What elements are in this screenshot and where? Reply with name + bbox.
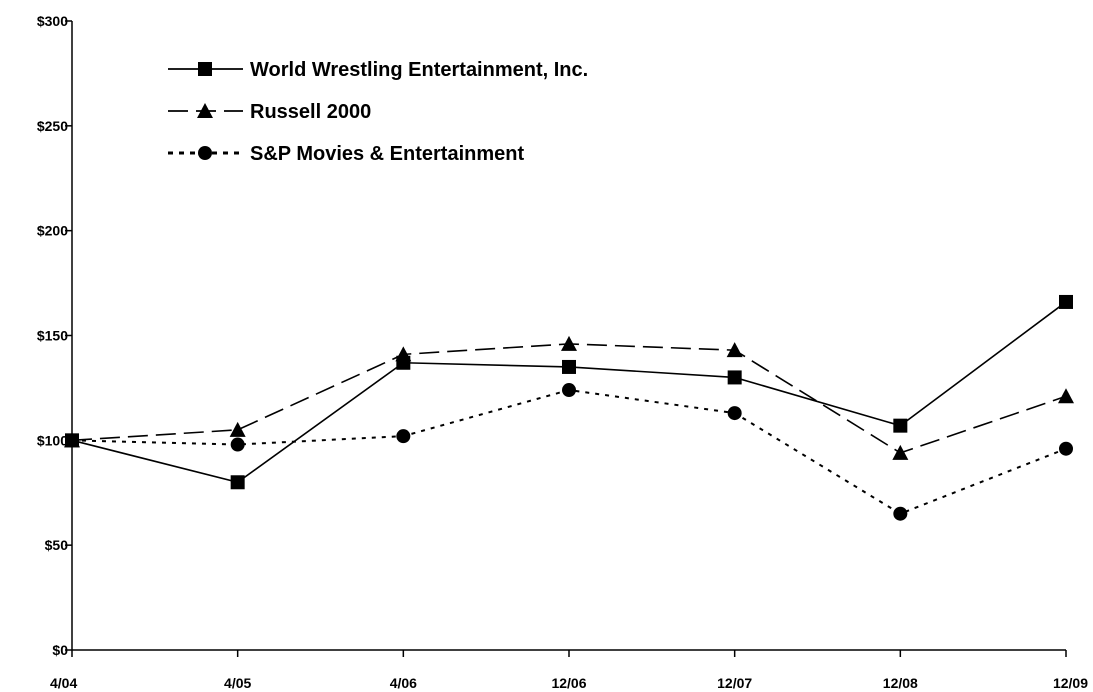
- x-tick-label: 12/09: [1053, 675, 1088, 691]
- data-point-triangle: [561, 335, 577, 351]
- x-tick-label: 12/07: [717, 675, 752, 691]
- data-point-triangle: [726, 342, 743, 358]
- data-point-square: [1059, 294, 1073, 309]
- legend-label: S&P Movies & Entertainment: [250, 143, 524, 165]
- x-tick-label: 4/05: [224, 675, 251, 691]
- series-triangle: [64, 335, 1074, 460]
- legend-item: World Wrestling Entertainment, Inc.: [168, 59, 588, 81]
- data-point-circle: [562, 383, 576, 398]
- data-point-triangle: [1058, 388, 1074, 404]
- y-tick-label: $200: [37, 223, 68, 239]
- data-point-circle: [396, 429, 411, 444]
- legend-label: Russell 2000: [250, 101, 371, 123]
- legend: World Wrestling Entertainment, Inc. Russe…: [168, 59, 588, 165]
- series-circle: [65, 383, 1073, 521]
- series-square: [65, 294, 1073, 490]
- y-tick-label: $50: [45, 537, 69, 553]
- data-point-circle: [893, 506, 908, 521]
- data-point-triangle: [229, 421, 246, 437]
- axes: $0 $50 $100 $150 $200 $250 $300 4/04 4/05 4/06 12/…: [37, 13, 1088, 691]
- y-tick-label: $100: [37, 432, 68, 448]
- data-point-circle: [727, 406, 742, 421]
- data-point-square: [727, 370, 742, 385]
- data-point-circle: [230, 437, 245, 452]
- x-tick-label: 12/06: [551, 675, 586, 691]
- data-point-square: [562, 359, 576, 374]
- data-point-square: [396, 355, 411, 370]
- y-tick-label: $0: [52, 642, 68, 658]
- y-tick-label: $150: [37, 328, 68, 344]
- data-point-triangle: [892, 444, 909, 460]
- x-tick-label: 12/08: [883, 675, 918, 691]
- legend-item: S&P Movies & Entertainment: [168, 143, 524, 165]
- legend-marker-triangle: [197, 103, 213, 118]
- legend-label: World Wrestling Entertainment, Inc.: [250, 59, 588, 81]
- legend-marker-circle: [198, 146, 212, 160]
- data-point-square: [65, 433, 79, 448]
- y-tick-label: $300: [37, 13, 68, 29]
- data-point-circle: [1059, 441, 1073, 456]
- series-line: [71, 388, 1067, 515]
- y-tick-label: $250: [37, 118, 68, 134]
- data-point-square: [893, 418, 908, 433]
- legend-marker-square: [198, 62, 212, 76]
- legend-item: Russell 2000: [168, 101, 371, 123]
- x-tick-label: 4/06: [390, 675, 417, 691]
- x-tick-label: 4/04: [50, 675, 77, 691]
- series-layer: [64, 294, 1074, 521]
- data-point-square: [230, 475, 245, 490]
